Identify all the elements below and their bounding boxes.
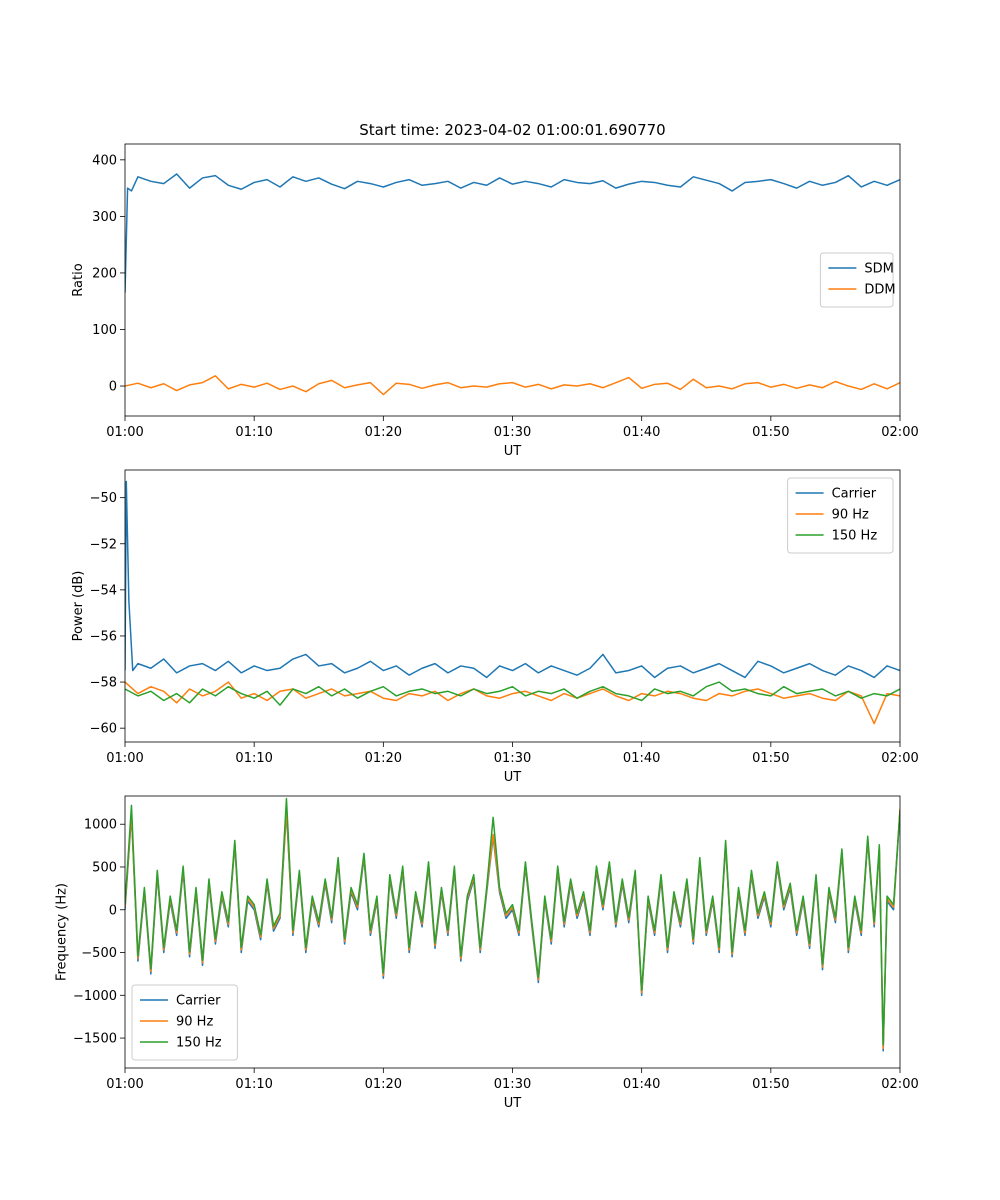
x-tick-label: 01:50 — [752, 1077, 789, 1092]
x-tick-label: 01:00 — [106, 1077, 143, 1092]
y-tick-label: −52 — [90, 537, 117, 552]
series-line-150-hz — [125, 681, 900, 706]
y-axis-label: Power (dB) — [71, 571, 86, 642]
y-tick-label: 500 — [92, 860, 117, 875]
x-tick-label: 01:30 — [494, 425, 531, 440]
figure-title: Start time: 2023-04-02 01:00:01.690770 — [359, 121, 665, 139]
legend-box — [819, 252, 894, 308]
legend-label: DDM — [864, 283, 895, 298]
x-tick-label: 01:20 — [365, 1077, 402, 1092]
x-tick-label: 01:30 — [494, 751, 531, 766]
series-line-90-hz — [125, 681, 900, 725]
x-tick-label: 01:20 — [365, 751, 402, 766]
y-tick-label: −60 — [90, 722, 117, 737]
legend-label: 150 Hz — [832, 529, 878, 544]
y-tick-label: −58 — [90, 676, 117, 691]
x-tick-label: 01:40 — [623, 1077, 660, 1092]
x-tick-label: 02:00 — [881, 751, 918, 766]
x-tick-label: 01:00 — [106, 425, 143, 440]
y-tick-label: −50 — [90, 491, 117, 506]
x-axis-label: UT — [504, 1096, 522, 1111]
x-axis-label: UT — [504, 770, 522, 785]
y-axis-label: Frequency (Hz) — [55, 883, 70, 981]
panel-3: 01:00 01:10 01:20 01:30 01:40 01:50 02:00 UT −15… — [55, 795, 919, 1111]
series-line-sdm — [125, 173, 900, 293]
x-tick-label: 01:40 — [623, 751, 660, 766]
series-line-150-hz — [125, 797, 900, 1046]
x-tick-label: 01:10 — [235, 1077, 272, 1092]
series-line-carrier — [125, 480, 900, 679]
y-tick-label: −500 — [81, 946, 117, 961]
y-tick-label: 300 — [92, 210, 117, 225]
x-axis-label: UT — [504, 444, 522, 459]
legend: SDM DDM — [819, 252, 896, 308]
y-tick-label: 0 — [109, 903, 117, 918]
y-tick-label: 100 — [92, 323, 117, 338]
x-tick-label: 01:10 — [235, 751, 272, 766]
x-tick-label: 01:50 — [752, 425, 789, 440]
legend-label: SDM — [864, 262, 893, 277]
legend-label: 90 Hz — [832, 508, 869, 523]
x-tick-label: 01:50 — [752, 751, 789, 766]
y-tick-label: 0 — [109, 380, 117, 395]
y-tick-label: 1000 — [84, 818, 117, 833]
panel-2: 01:00 01:10 01:20 01:30 01:40 01:50 02:00 UT −60… — [71, 469, 919, 785]
y-tick-label: −1500 — [73, 1032, 117, 1047]
x-tick-label: 01:30 — [494, 1077, 531, 1092]
x-tick-label: 02:00 — [881, 1077, 918, 1092]
x-tick-label: 01:10 — [235, 425, 272, 440]
legend-label: 150 Hz — [176, 1036, 222, 1051]
legend: Carrier 90 Hz 150 Hz — [787, 477, 894, 554]
panels: 01:00 01:10 01:20 01:30 01:40 01:50 02:00 UT 0 10… — [55, 143, 919, 1111]
y-tick-label: −1000 — [73, 989, 117, 1004]
legend-label: Carrier — [176, 994, 221, 1009]
y-tick-label: 400 — [92, 153, 117, 168]
x-tick-label: 01:20 — [365, 425, 402, 440]
panel-1: 01:00 01:10 01:20 01:30 01:40 01:50 02:00 UT 0 10… — [71, 143, 919, 459]
y-tick-label: −54 — [90, 583, 117, 598]
y-axis-label: Ratio — [71, 263, 86, 296]
x-tick-label: 01:40 — [623, 425, 660, 440]
legend-label: 90 Hz — [176, 1015, 213, 1030]
x-tick-label: 01:00 — [106, 751, 143, 766]
x-tick-label: 02:00 — [881, 425, 918, 440]
legend-label: Carrier — [832, 487, 877, 502]
series-line-ddm — [125, 375, 900, 396]
y-tick-label: 200 — [92, 266, 117, 281]
legend: Carrier 90 Hz 150 Hz — [131, 984, 238, 1061]
y-tick-label: −56 — [90, 629, 117, 644]
